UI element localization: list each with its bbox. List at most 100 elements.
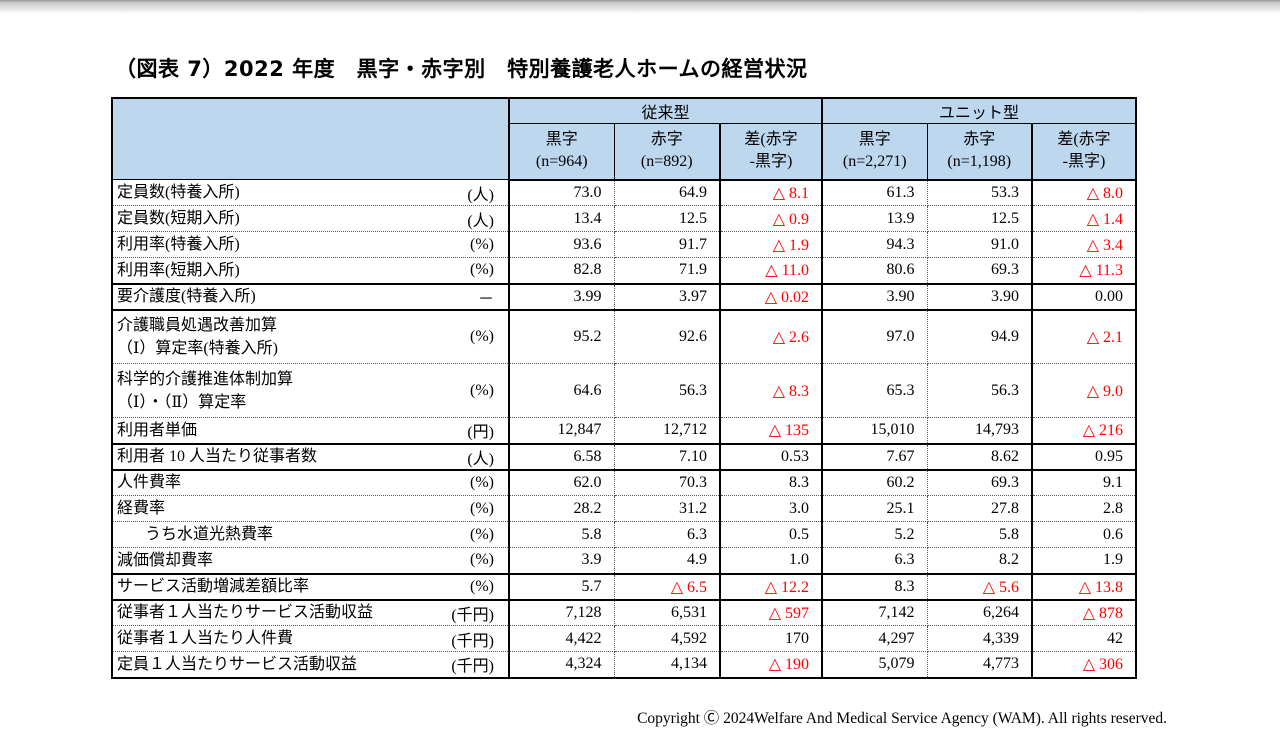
cell-value: 170 bbox=[720, 625, 823, 652]
cell-value: 0.5 bbox=[720, 521, 823, 548]
table-row: サービス活動増減差額比率 (%) 5.7 △ 6.5 △ 12.2 8.3 △ 5.6 △ 1… bbox=[112, 573, 1137, 601]
group-header-unit-type: ユニット型 bbox=[822, 98, 1137, 124]
col-header-unit-diff: 差(赤字 -黒字) bbox=[1032, 123, 1137, 181]
col-header-conv-deficit: 赤字 (n=892) bbox=[614, 123, 721, 181]
row-label: 利用率(特養入所) bbox=[117, 236, 240, 253]
table-row: 減価償却費率 (%) 3.9 4.9 1.0 6.3 8.2 1.9 bbox=[112, 547, 1137, 575]
row-label: 経費率 bbox=[117, 500, 166, 517]
col-header-label: -黒字) bbox=[749, 153, 793, 171]
cell-value: 60.2 bbox=[822, 469, 928, 496]
cell-value: 9.1 bbox=[1032, 469, 1137, 496]
cell-value: 3.90 bbox=[927, 283, 1033, 311]
cell-value: 7.67 bbox=[822, 443, 928, 471]
cell-value: 31.2 bbox=[614, 495, 721, 522]
row-label-cell: 人件費率 (%) bbox=[112, 469, 510, 496]
col-header-label: 黒字 bbox=[545, 131, 578, 149]
cell-value: 97.0 bbox=[822, 309, 928, 364]
row-label: 従事者１人当たりサービス活動収益 bbox=[117, 604, 374, 622]
row-unit: (千円) bbox=[451, 632, 494, 650]
col-header-unit-surplus: 黒字 (n=2,271) bbox=[822, 123, 928, 181]
cell-value: 7,128 bbox=[509, 599, 615, 626]
cell-value: 56.3 bbox=[614, 363, 721, 418]
cell-value: 91.7 bbox=[614, 231, 721, 258]
col-header-conv-surplus: 黒字 (n=964) bbox=[509, 123, 615, 181]
cell-value: 8.62 bbox=[927, 443, 1033, 471]
row-label-cell: 利用率(特養入所) (%) bbox=[112, 231, 510, 258]
row-label-cell: 利用者単価 (円) bbox=[112, 417, 510, 445]
col-header-label: -黒字) bbox=[1062, 153, 1106, 171]
corner-cell bbox=[112, 98, 510, 180]
cell-value: △ 12.2 bbox=[720, 573, 823, 601]
cell-value: 4,339 bbox=[927, 625, 1033, 652]
cell-value: △ 6.5 bbox=[614, 573, 721, 601]
cell-value: 70.3 bbox=[614, 469, 721, 496]
row-unit: (人) bbox=[467, 450, 494, 468]
table-row: 利用者 10 人当たり従事者数 (人) 6.58 7.10 0.53 7.67 8.62 0.… bbox=[112, 443, 1137, 471]
cell-value: △ 0.9 bbox=[720, 205, 823, 232]
col-header-conv-diff: 差(赤字 -黒字) bbox=[720, 123, 823, 181]
table-header: 従来型 ユニット型 黒字 (n=964) 赤字 (n=892) 差(赤字 -黒字… bbox=[112, 98, 1137, 181]
cell-value: △ 216 bbox=[1032, 417, 1137, 445]
cell-value: 6.3 bbox=[822, 547, 928, 575]
cell-value: 8.3 bbox=[822, 573, 928, 601]
cell-value: △ 11.3 bbox=[1032, 257, 1137, 285]
cell-value: 3.0 bbox=[720, 495, 823, 522]
table-body: 定員数(特養入所) (人) 73.0 64.9 △ 8.1 61.3 53.3 △ 8.0 定員… bbox=[112, 179, 1137, 679]
row-unit: (%) bbox=[470, 235, 494, 253]
cell-value: 61.3 bbox=[822, 179, 928, 206]
cell-value: 1.9 bbox=[1032, 547, 1137, 575]
cell-value: △ 190 bbox=[720, 651, 823, 679]
col-header-unit-deficit: 赤字 (n=1,198) bbox=[927, 123, 1033, 181]
row-label: 人件費率 bbox=[117, 474, 182, 492]
cell-value: △ 13.8 bbox=[1032, 573, 1137, 601]
cell-value: 53.3 bbox=[927, 179, 1033, 206]
cell-value: 56.3 bbox=[927, 363, 1033, 418]
cell-value: 6.3 bbox=[614, 521, 721, 548]
row-label-cell: 要介護度(特養入所) － bbox=[112, 283, 510, 311]
row-unit: (%) bbox=[470, 473, 494, 491]
col-header-label: 赤字 bbox=[963, 131, 996, 149]
col-header-label: 赤字 bbox=[650, 131, 683, 149]
table-row: 定員数(短期入所) (人) 13.4 12.5 △ 0.9 13.9 12.5 △ 1.4 bbox=[112, 205, 1137, 232]
cell-value: 7.10 bbox=[614, 443, 721, 471]
col-header-n: (n=2,271) bbox=[842, 153, 907, 171]
cell-value: 91.0 bbox=[927, 231, 1033, 258]
cell-value: 3.97 bbox=[614, 283, 721, 311]
row-label-cell: うち水道光熱費率 (%) bbox=[112, 521, 510, 548]
row-label-cell: 定員数(特養入所) (人) bbox=[112, 179, 510, 206]
row-unit: (%) bbox=[470, 525, 494, 543]
table-row: 介護職員処遇改善加算 （Ⅰ）算定率(特養入所) (%) 95.2 92.6 △ 2.6 9… bbox=[112, 309, 1137, 364]
row-label-cell: サービス活動増減差額比率 (%) bbox=[112, 573, 510, 601]
cell-value: 62.0 bbox=[509, 469, 615, 496]
cell-value: 15,010 bbox=[822, 417, 928, 445]
cell-value: 3.90 bbox=[822, 283, 928, 311]
row-label: 利用者単価 bbox=[117, 421, 198, 439]
col-header-label: 黒字 bbox=[858, 131, 891, 149]
row-unit: (千円) bbox=[451, 606, 494, 624]
cell-value: 13.4 bbox=[509, 205, 615, 232]
cell-value: 1.0 bbox=[720, 547, 823, 575]
cell-value: △ 1.4 bbox=[1032, 205, 1137, 232]
cell-value: 4,324 bbox=[509, 651, 615, 679]
cell-value: 4,422 bbox=[509, 625, 615, 652]
table-row: 利用率(短期入所) (%) 82.8 71.9 △ 11.0 80.6 69.3 △ 11.3 bbox=[112, 257, 1137, 285]
row-unit: － bbox=[477, 290, 494, 308]
cell-value: △ 8.1 bbox=[720, 179, 823, 206]
cell-value: △ 8.3 bbox=[720, 363, 823, 418]
cell-value: 4,592 bbox=[614, 625, 721, 652]
cell-value: 27.8 bbox=[927, 495, 1033, 522]
cell-value: 5.8 bbox=[509, 521, 615, 548]
row-label-cell: 定員数(短期入所) (人) bbox=[112, 205, 510, 232]
row-label: 定員数(特養入所) bbox=[117, 184, 240, 201]
cell-value: 73.0 bbox=[509, 179, 615, 206]
cell-value: 95.2 bbox=[509, 309, 615, 364]
cell-value: △ 0.02 bbox=[720, 283, 823, 311]
cell-value: 71.9 bbox=[614, 257, 721, 285]
cell-value: 4.9 bbox=[614, 547, 721, 575]
cell-value: 6.58 bbox=[509, 443, 615, 471]
group-header-conventional: 従来型 bbox=[509, 98, 823, 124]
row-unit: (千円) bbox=[451, 658, 494, 676]
cell-value: △ 597 bbox=[720, 599, 823, 626]
table-row: 利用率(特養入所) (%) 93.6 91.7 △ 1.9 94.3 91.0 △ 3.4 bbox=[112, 231, 1137, 258]
cell-value: △ 9.0 bbox=[1032, 363, 1137, 418]
